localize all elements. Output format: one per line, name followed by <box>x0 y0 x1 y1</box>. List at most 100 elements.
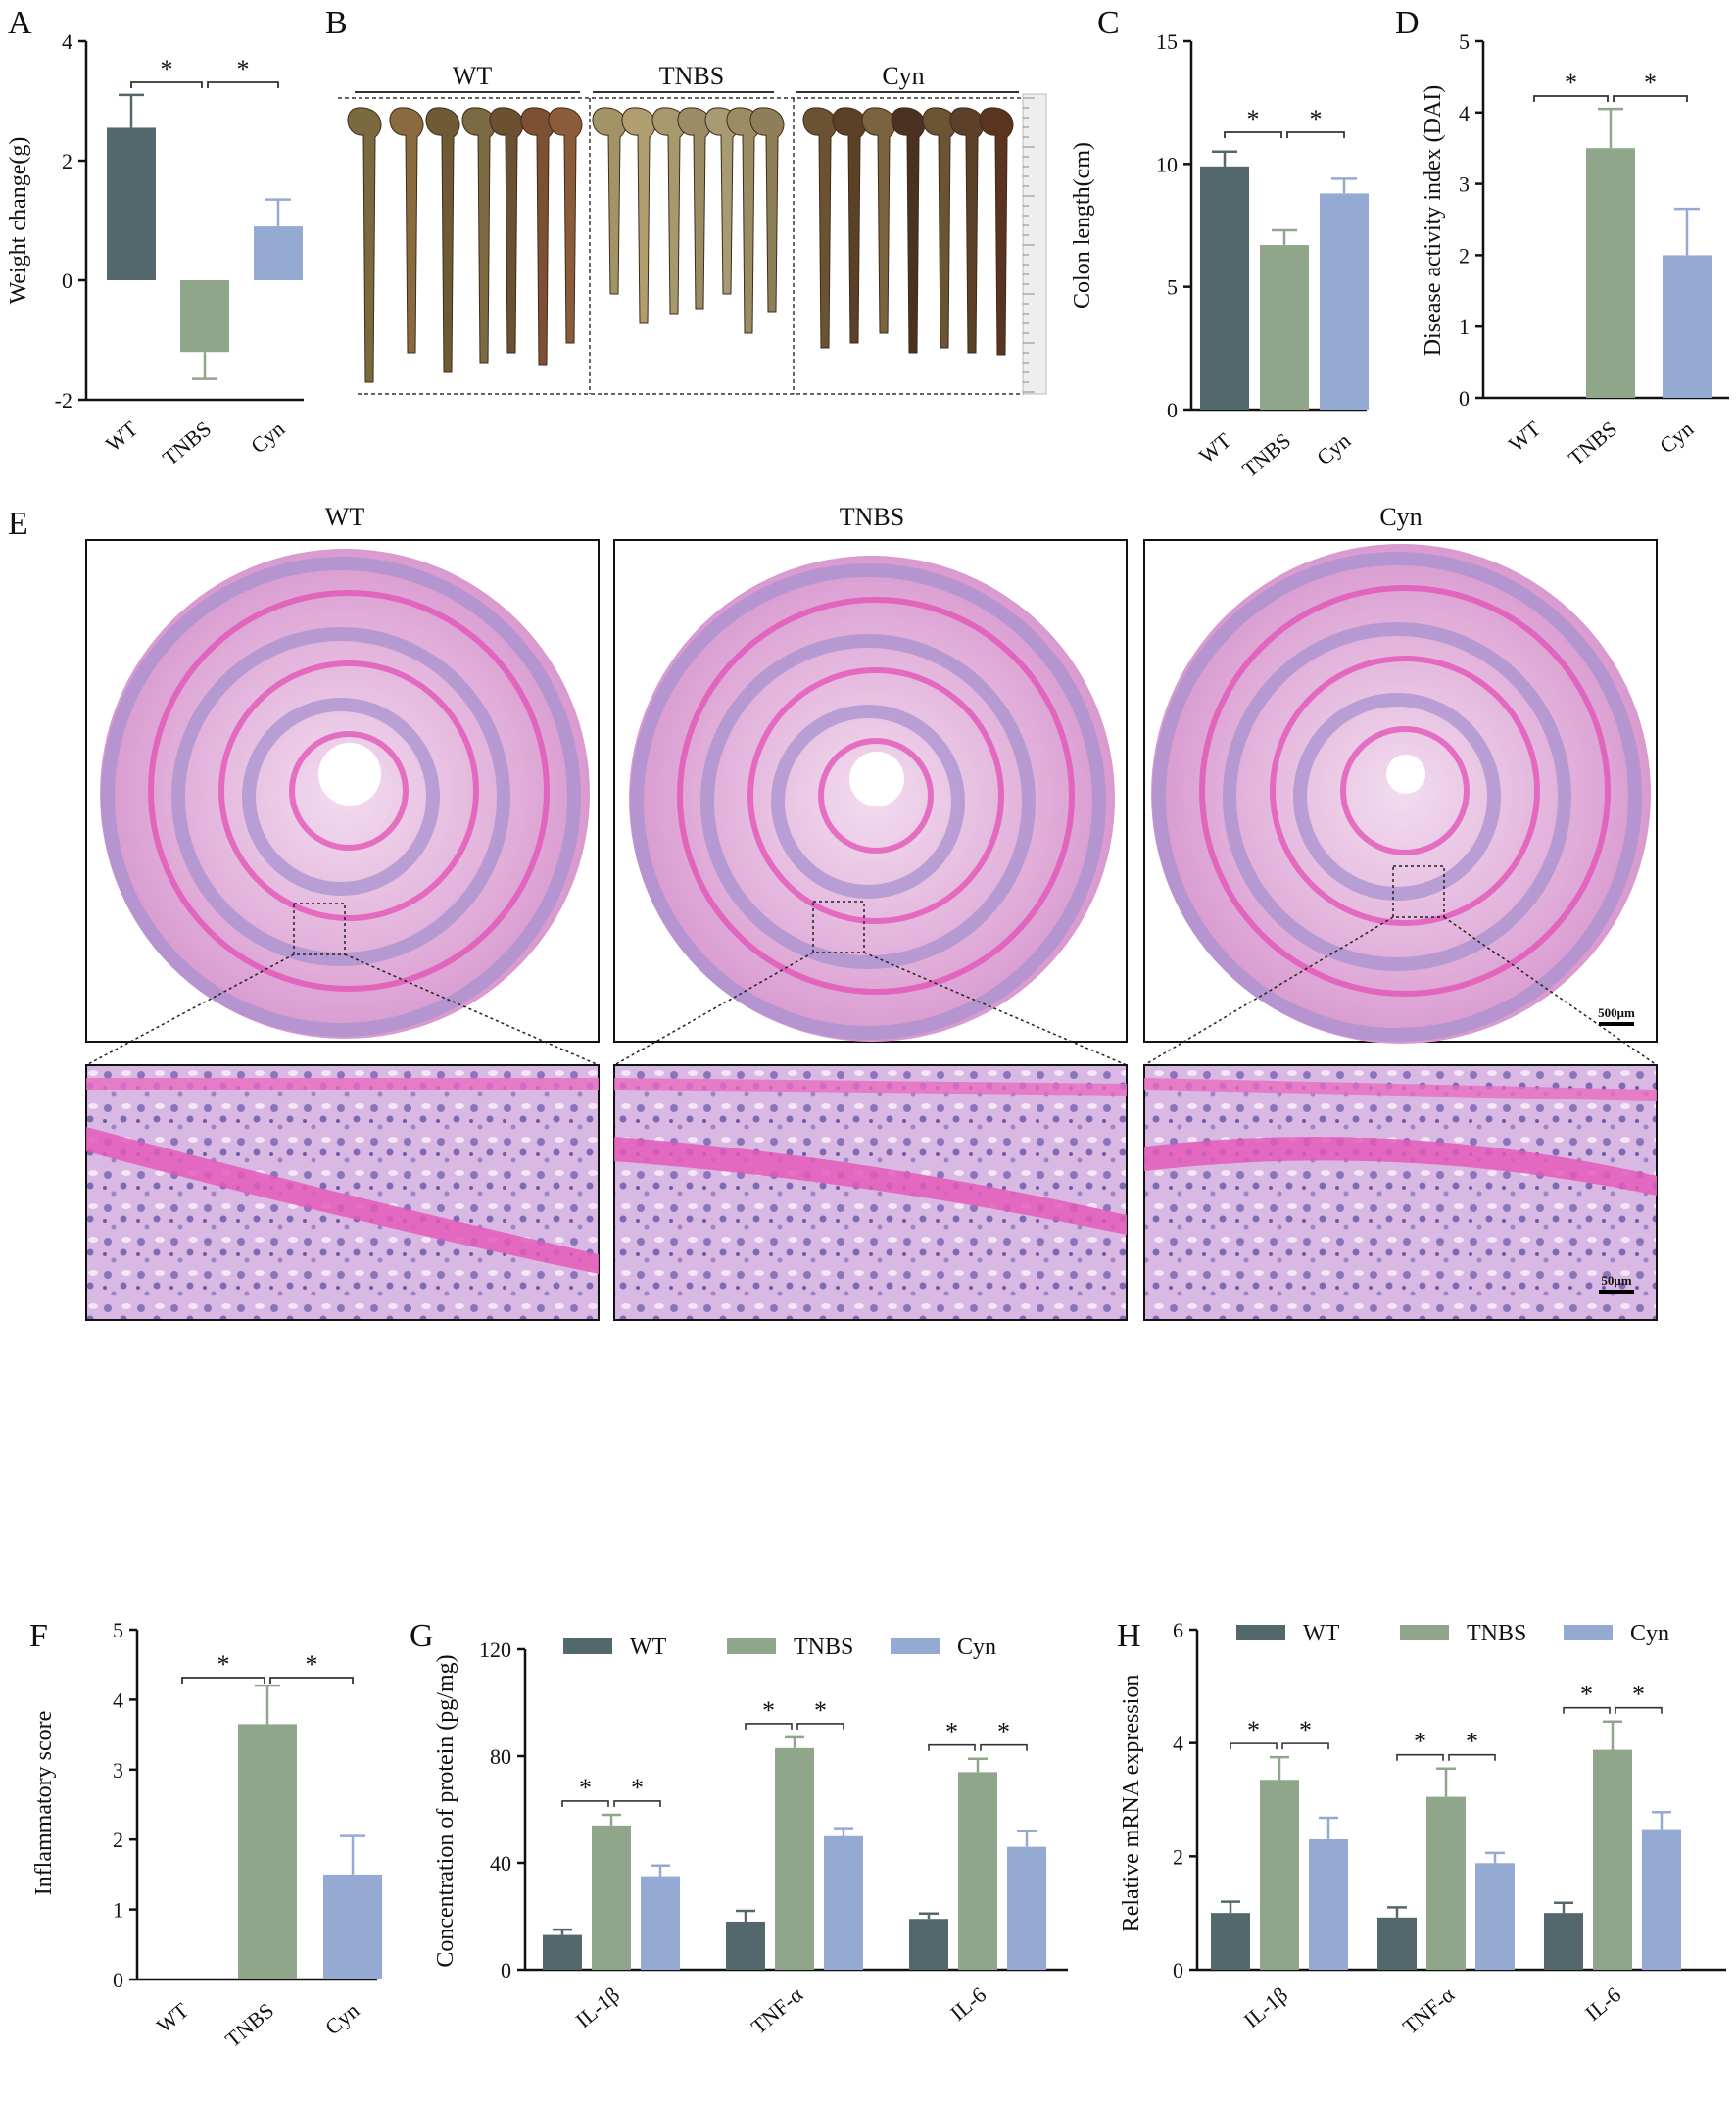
mucosa-ring <box>148 590 550 992</box>
y-tick-label: 5 <box>1459 29 1470 54</box>
mucosa-ring <box>218 660 479 921</box>
mucosa-ring <box>630 563 1106 1040</box>
y-tick-label: 4 <box>1459 101 1470 125</box>
y-tick-label: 0 <box>62 269 72 293</box>
colon-specimen <box>949 107 985 354</box>
significance-star: * <box>1247 1716 1260 1744</box>
significance-bracket <box>745 1723 793 1730</box>
ruler <box>1022 93 1047 395</box>
significance-bracket <box>1286 131 1345 138</box>
bar-cyn-il-6 <box>1007 1846 1046 1970</box>
bar-tnbs-il-6 <box>1593 1749 1632 1970</box>
significance-bracket <box>207 81 279 88</box>
colon-specimen <box>520 107 555 366</box>
significance-bracket <box>1448 1753 1496 1761</box>
y-tick-label: 2 <box>113 1828 123 1852</box>
muscle-layer <box>1144 1137 1657 1196</box>
colon-specimens <box>347 107 1014 383</box>
x-tick-label-il-6: IL-6 <box>945 1982 990 2026</box>
significance-bracket <box>1533 95 1609 102</box>
y-tick-label: 4 <box>1173 1732 1183 1756</box>
y-tick-label: 15 <box>1156 29 1178 54</box>
mucosa-ring <box>1293 693 1501 901</box>
bar-wt-il-1 <box>543 1934 582 1970</box>
significance-star: * <box>579 1774 592 1802</box>
colon-specimen <box>832 107 867 344</box>
zoom-frame-cyn <box>1143 1064 1658 1321</box>
significance-bracket <box>796 1723 844 1730</box>
y-axis-title: Weight change(g) <box>6 137 31 305</box>
legend-label-wt: WT <box>630 1635 667 1660</box>
significance-star: * <box>1580 1681 1593 1709</box>
colon-specimen <box>861 107 896 334</box>
panel-label-e: E <box>8 506 28 542</box>
x-tick-label-cyn: Cyn <box>1655 416 1698 459</box>
ruler-ticks <box>1023 97 1035 393</box>
significance-bracket <box>181 1677 265 1684</box>
bar-wt-il-6 <box>909 1919 948 1970</box>
y-tick-label: 0 <box>501 1958 511 1982</box>
serosa-layer <box>614 1078 1127 1096</box>
bar-cyn-tnf <box>1475 1863 1515 1970</box>
legend-swatch-wt <box>1236 1625 1285 1640</box>
significance-bracket <box>561 1800 609 1807</box>
x-tick-label-tnf: TNF-α <box>1398 1981 1460 2038</box>
y-axis-title: Inflammatory score <box>31 1711 57 1896</box>
x-tick-label-wt: WT <box>152 1997 194 2037</box>
y-tick-label: 1 <box>1459 315 1470 339</box>
colon-specimen <box>489 107 524 354</box>
panel-label-a: A <box>8 5 32 41</box>
legend-swatch-tnbs <box>1400 1625 1449 1640</box>
legend-label-cyn: Cyn <box>1630 1621 1669 1646</box>
y-tick-label: 6 <box>1173 1618 1183 1642</box>
significance-star: * <box>814 1696 827 1725</box>
overview-images <box>85 539 1658 1066</box>
legend-label-cyn: Cyn <box>957 1635 996 1660</box>
bar-wt-tnf <box>1377 1917 1417 1970</box>
bar-tnbs <box>1586 148 1635 398</box>
significance-bracket <box>980 1743 1028 1751</box>
scale-label-overview: 500μm <box>1598 1005 1635 1020</box>
panel-label-b: B <box>325 5 348 41</box>
colon-specimen <box>347 107 382 383</box>
mucosa-ring <box>677 597 1075 995</box>
colon-specimen <box>389 107 424 354</box>
zoom-region-box <box>1392 865 1445 918</box>
colon-specimen <box>621 107 656 324</box>
x-tick-label-tnbs: TNBS <box>1564 416 1621 470</box>
significance-bracket <box>1615 1706 1663 1714</box>
lumen-tnbs <box>849 752 904 806</box>
bar-wt <box>1200 166 1249 410</box>
muscle-layer <box>86 1127 599 1274</box>
colon-specimen <box>592 107 627 295</box>
x-tick-label-tnbs: TNBS <box>158 416 216 470</box>
mucosa-ring <box>289 731 409 851</box>
y-tick-label: 3 <box>1459 172 1470 197</box>
x-tick-label-il-1: IL-1β <box>1239 1982 1293 2032</box>
bar-cyn <box>1320 193 1369 410</box>
panel-label-h: H <box>1117 1618 1141 1654</box>
bar-wt <box>107 127 156 280</box>
group-label-cyn: Cyn <box>882 62 924 90</box>
x-tick-label-wt: WT <box>101 415 143 456</box>
histology-title-cyn: Cyn <box>1379 503 1422 531</box>
colon-specimen <box>891 107 926 354</box>
x-tick-label-tnbs: TNBS <box>1237 428 1295 482</box>
significance-bracket <box>1281 1742 1329 1750</box>
x-tick-label-tnbs: TNBS <box>220 1998 278 2052</box>
y-tick-label: 0 <box>1459 386 1470 411</box>
mrna-expression-chart: Relative mRNA expression WT TNBS Cyn 0 2 4 6 I… <box>1119 1618 1726 2039</box>
legend-label-tnbs: TNBS <box>1467 1621 1526 1646</box>
bar-cyn-il-1 <box>641 1876 680 1970</box>
mucosa-ring <box>1223 622 1571 971</box>
mucosa-ring <box>1152 552 1642 1042</box>
x-tick-label-cyn: Cyn <box>320 1998 363 2040</box>
mucosa-ring <box>1199 585 1611 997</box>
bar-cyn <box>1663 255 1712 398</box>
significance-bracket <box>269 1677 354 1684</box>
bar-cyn <box>323 1874 382 1979</box>
bar-tnbs-tnf <box>1426 1796 1466 1970</box>
significance-star: * <box>1247 105 1260 133</box>
colon-specimen <box>802 107 838 349</box>
significance-star: * <box>997 1718 1010 1746</box>
